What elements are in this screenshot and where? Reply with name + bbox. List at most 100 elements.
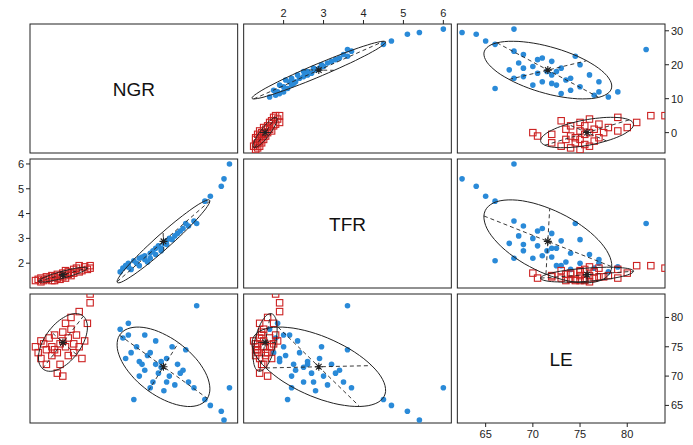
point [521,223,527,229]
point [87,294,93,297]
tick-label: 20 [671,59,683,71]
point [87,300,93,306]
point [563,259,569,265]
point [633,119,639,125]
ellipse [117,200,210,283]
tick-label: 30 [671,25,683,37]
tick-label: 80 [671,311,683,323]
tick [283,20,284,24]
panel-frame [244,294,452,423]
point [309,370,315,376]
point [87,265,93,271]
panel-frame [457,24,665,153]
chart: NGRTFRLE23456657075800102030234566570758… [0,0,693,445]
point [305,359,311,365]
point [158,246,164,252]
point [539,55,545,61]
point [492,258,498,264]
point [441,26,447,32]
point [572,135,578,141]
ellipse-axis [568,124,607,141]
center-star [59,271,67,279]
point [417,30,423,36]
point [164,379,170,385]
ellipse [484,41,612,99]
point [530,236,536,242]
point [147,350,153,356]
panel [32,161,232,285]
tick-label: 5 [400,7,406,19]
tick [26,238,30,239]
point [567,270,573,276]
point [319,344,325,350]
point [549,231,555,237]
point [57,361,63,367]
point [317,356,323,362]
point [194,303,200,309]
point [577,237,583,243]
point [516,60,522,66]
point [139,362,145,368]
tick-label: 6 [18,158,24,170]
panel [459,26,665,153]
variable-label: LE [550,349,573,370]
point [345,303,351,309]
point [577,260,583,266]
tick [26,188,30,189]
point [577,269,583,275]
panel [250,26,446,153]
ellipse [39,314,88,372]
point [180,367,186,373]
point [596,79,602,85]
point [208,403,214,409]
center-star [261,338,269,346]
ellipse [117,327,210,406]
point [516,233,522,239]
point [521,248,527,254]
tick [665,30,669,31]
panel [459,161,665,285]
point [276,308,282,314]
tick [665,405,669,406]
point [161,388,167,394]
point [60,373,66,379]
point [648,262,654,268]
ellipse-axis [255,117,276,147]
ellipse-axis [260,314,271,372]
ellipse [253,314,277,372]
ellipse-axis [49,330,76,354]
point [153,362,159,368]
point [558,91,564,97]
point [483,193,489,199]
tick-label: 4 [360,7,366,19]
point [337,367,343,373]
tick [665,64,669,65]
point [136,263,142,269]
panel-frame [244,159,452,288]
point [142,332,148,338]
point [558,65,564,71]
point [142,367,148,373]
point [530,255,536,261]
ellipse-axis [497,43,599,98]
tick-label: 70 [527,428,539,440]
point [275,321,281,327]
tick-label: 3 [18,232,24,244]
point [389,38,395,44]
point [227,161,233,167]
point [624,124,630,130]
point [521,65,527,71]
tick [665,346,669,347]
point [270,320,276,326]
point [227,385,233,391]
ellipse-axis [545,120,629,145]
point [131,397,137,403]
center-star [261,129,269,137]
point [587,72,593,78]
point [297,350,303,356]
ellipse-axis [148,343,178,391]
point [530,82,536,88]
center-star [59,338,67,346]
ellipse-axis [254,41,384,99]
point [123,356,129,362]
